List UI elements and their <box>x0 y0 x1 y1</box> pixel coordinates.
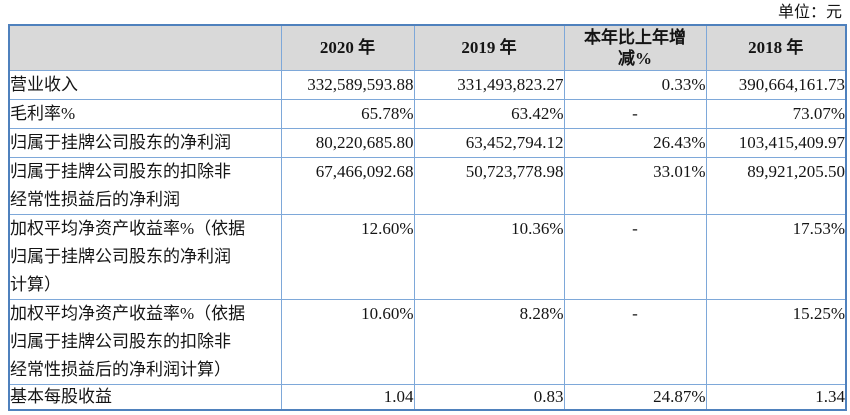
table-row-revenue: 营业收入 332,589,593.88 331,493,823.27 0.33%… <box>8 69 847 100</box>
financial-summary-table: 2020 年 2019 年 本年比上年增 减% 2018 年 营业收入 332,… <box>8 24 847 411</box>
table-row-basic-eps: 基本每股收益 1.04 0.83 24.87% 1.34 <box>8 383 847 410</box>
row-label: 归属于挂牌公司股东的扣除非 经常性损益后的净利润 <box>8 156 282 215</box>
value-2018: 73.07% <box>705 98 847 129</box>
header-year-2018: 2018 年 <box>705 24 847 71</box>
value-change: 24.87% <box>563 383 707 410</box>
value-2018: 103,415,409.97 <box>705 127 847 158</box>
value-2019: 10.36% <box>413 213 565 300</box>
value-2020: 12.60% <box>280 213 415 300</box>
header-yoy-change: 本年比上年增 减% <box>563 24 707 71</box>
value-2018: 390,664,161.73 <box>705 69 847 100</box>
value-2019: 8.28% <box>413 298 565 385</box>
row-label: 基本每股收益 <box>8 383 282 410</box>
value-2019: 331,493,823.27 <box>413 69 565 100</box>
value-2019: 63,452,794.12 <box>413 127 565 158</box>
value-2019: 0.83 <box>413 383 565 410</box>
header-indicator-blank <box>8 24 282 71</box>
value-2018: 17.53% <box>705 213 847 300</box>
unit-label: 单位：元 <box>777 4 842 21</box>
table-row-weighted-roe-excl-nonrecurring: 加权平均净资产收益率%（依据 归属于挂牌公司股东的扣除非 经常性损益后的净利润计… <box>8 298 847 385</box>
value-change: 33.01% <box>563 156 707 215</box>
table-row-gross-margin: 毛利率% 65.78% 63.42% - 73.07% <box>8 98 847 129</box>
table-row-net-profit-excl-nonrecurring: 归属于挂牌公司股东的扣除非 经常性损益后的净利润 67,466,092.68 5… <box>8 156 847 215</box>
value-2020: 80,220,685.80 <box>280 127 415 158</box>
table-row-net-profit: 归属于挂牌公司股东的净利润 80,220,685.80 63,452,794.1… <box>8 127 847 158</box>
value-change: 26.43% <box>563 127 707 158</box>
value-change: - <box>563 98 707 129</box>
value-change: 0.33% <box>563 69 707 100</box>
value-2020: 67,466,092.68 <box>280 156 415 215</box>
row-label: 营业收入 <box>8 69 282 100</box>
table-row-weighted-roe: 加权平均净资产收益率%（依据 归属于挂牌公司股东的净利润 计算） 12.60% … <box>8 213 847 300</box>
row-label: 毛利率% <box>8 98 282 129</box>
value-2020: 65.78% <box>280 98 415 129</box>
value-2019: 63.42% <box>413 98 565 129</box>
value-change: - <box>563 213 707 300</box>
row-label: 加权平均净资产收益率%（依据 归属于挂牌公司股东的扣除非 经常性损益后的净利润计… <box>8 298 282 385</box>
value-2020: 332,589,593.88 <box>280 69 415 100</box>
value-2019: 50,723,778.98 <box>413 156 565 215</box>
value-2020: 10.60% <box>280 298 415 385</box>
header-year-2020: 2020 年 <box>280 24 415 71</box>
row-label: 加权平均净资产收益率%（依据 归属于挂牌公司股东的净利润 计算） <box>8 213 282 300</box>
header-year-2019: 2019 年 <box>413 24 565 71</box>
row-label: 归属于挂牌公司股东的净利润 <box>8 127 282 158</box>
value-2018: 89,921,205.50 <box>705 156 847 215</box>
value-2020: 1.04 <box>280 383 415 410</box>
table-header-row: 2020 年 2019 年 本年比上年增 减% 2018 年 <box>8 24 847 71</box>
value-change: - <box>563 298 707 385</box>
value-2018: 1.34 <box>705 383 847 410</box>
value-2018: 15.25% <box>705 298 847 385</box>
